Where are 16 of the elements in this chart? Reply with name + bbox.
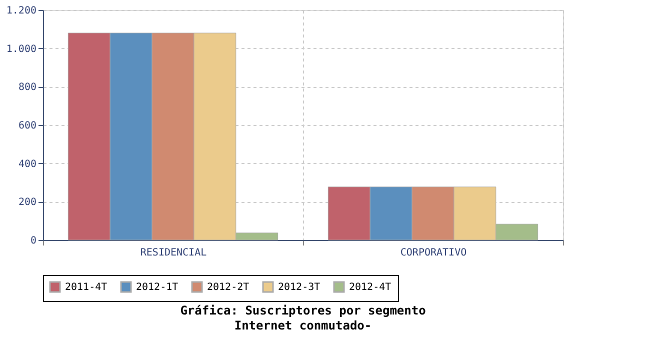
text: Gráfica: Suscriptores por segmento: [180, 304, 426, 318]
legend-label: 2012-1T: [136, 282, 178, 293]
text: Internet conmutado-: [234, 318, 372, 332]
legend-label: 2011-4T: [65, 282, 108, 293]
y-tick-label: 600: [18, 120, 36, 132]
x-tick-label: RESIDENCIAL: [140, 248, 207, 258]
y-tick-label: 1.000: [6, 44, 36, 55]
legend-label: 2012-4T: [349, 282, 392, 293]
y-tick-label: 400: [18, 158, 36, 170]
legend-label: 2012-2T: [207, 282, 250, 293]
y-tick-label: 200: [18, 197, 36, 208]
y-tick-label: 0: [30, 236, 36, 246]
legend-label: 2012-3T: [278, 282, 320, 293]
x-tick-label: CORPORATIVO: [400, 248, 467, 258]
y-tick-label: 1.200: [6, 6, 36, 16]
y-tick-label: 800: [18, 82, 36, 94]
